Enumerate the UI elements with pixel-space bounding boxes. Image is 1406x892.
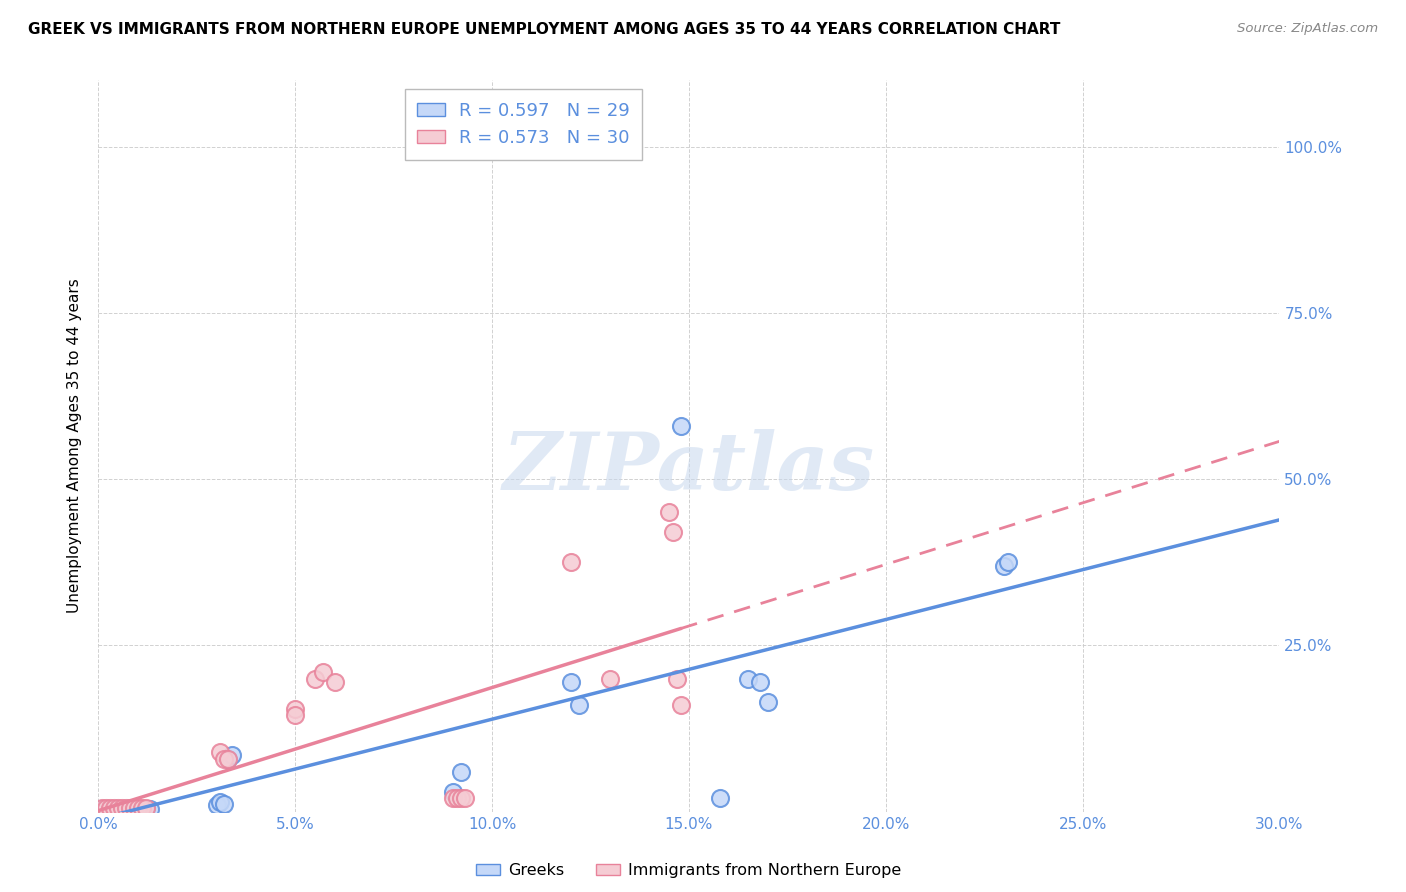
Point [91, 801, 114, 815]
Point [115, 802, 138, 816]
Point [217, 751, 239, 765]
Point [662, 525, 685, 540]
Point [135, 802, 157, 816]
Point [107, 802, 129, 816]
Point [599, 672, 621, 686]
Point [214, 751, 236, 765]
Text: GREEK VS IMMIGRANTS FROM NORTHERN EUROPE UNEMPLOYMENT AMONG AGES 35 TO 44 YEARS : GREEK VS IMMIGRANTS FROM NORTHERN EUROPE… [28, 22, 1060, 37]
Point [209, 795, 232, 809]
Point [131, 801, 153, 815]
Point [669, 419, 692, 434]
Point [323, 675, 346, 690]
Text: Source: ZipAtlas.com: Source: ZipAtlas.com [1237, 22, 1378, 36]
Point [98, 802, 121, 816]
Point [111, 801, 134, 815]
Point [748, 675, 770, 690]
Point [111, 802, 134, 816]
Point [441, 791, 464, 805]
Point [560, 675, 582, 690]
Point [138, 802, 160, 816]
Point [122, 801, 145, 815]
Point [450, 791, 472, 805]
Point [221, 748, 243, 763]
Point [568, 698, 591, 713]
Point [214, 797, 236, 811]
Point [993, 558, 1015, 573]
Point [96, 802, 118, 816]
Point [205, 798, 228, 813]
Point [96, 801, 118, 815]
Point [103, 802, 125, 816]
Point [127, 802, 149, 816]
Point [127, 801, 149, 815]
Point [312, 665, 335, 679]
Point [115, 801, 138, 815]
Point [450, 764, 472, 779]
Point [118, 802, 141, 816]
Point [560, 555, 582, 569]
Point [107, 801, 129, 815]
Point [997, 555, 1019, 569]
Point [441, 785, 464, 799]
Point [669, 698, 692, 713]
Text: ZIPatlas: ZIPatlas [503, 429, 875, 507]
Point [737, 672, 759, 686]
Point [103, 801, 125, 815]
Point [209, 745, 232, 759]
Point [453, 791, 475, 805]
Point [756, 695, 779, 709]
Point [284, 708, 307, 723]
Legend: Greeks, Immigrants from Northern Europe: Greeks, Immigrants from Northern Europe [470, 856, 908, 884]
Point [304, 672, 326, 686]
Point [118, 801, 141, 815]
Point [666, 672, 689, 686]
Point [131, 802, 153, 816]
Point [217, 751, 239, 765]
Point [122, 802, 145, 816]
Point [709, 791, 731, 805]
Point [284, 701, 307, 715]
Y-axis label: Unemployment Among Ages 35 to 44 years: Unemployment Among Ages 35 to 44 years [67, 278, 83, 614]
Point [658, 506, 681, 520]
Point [446, 791, 468, 805]
Point [135, 801, 157, 815]
Point [98, 801, 121, 815]
Point [91, 802, 114, 816]
